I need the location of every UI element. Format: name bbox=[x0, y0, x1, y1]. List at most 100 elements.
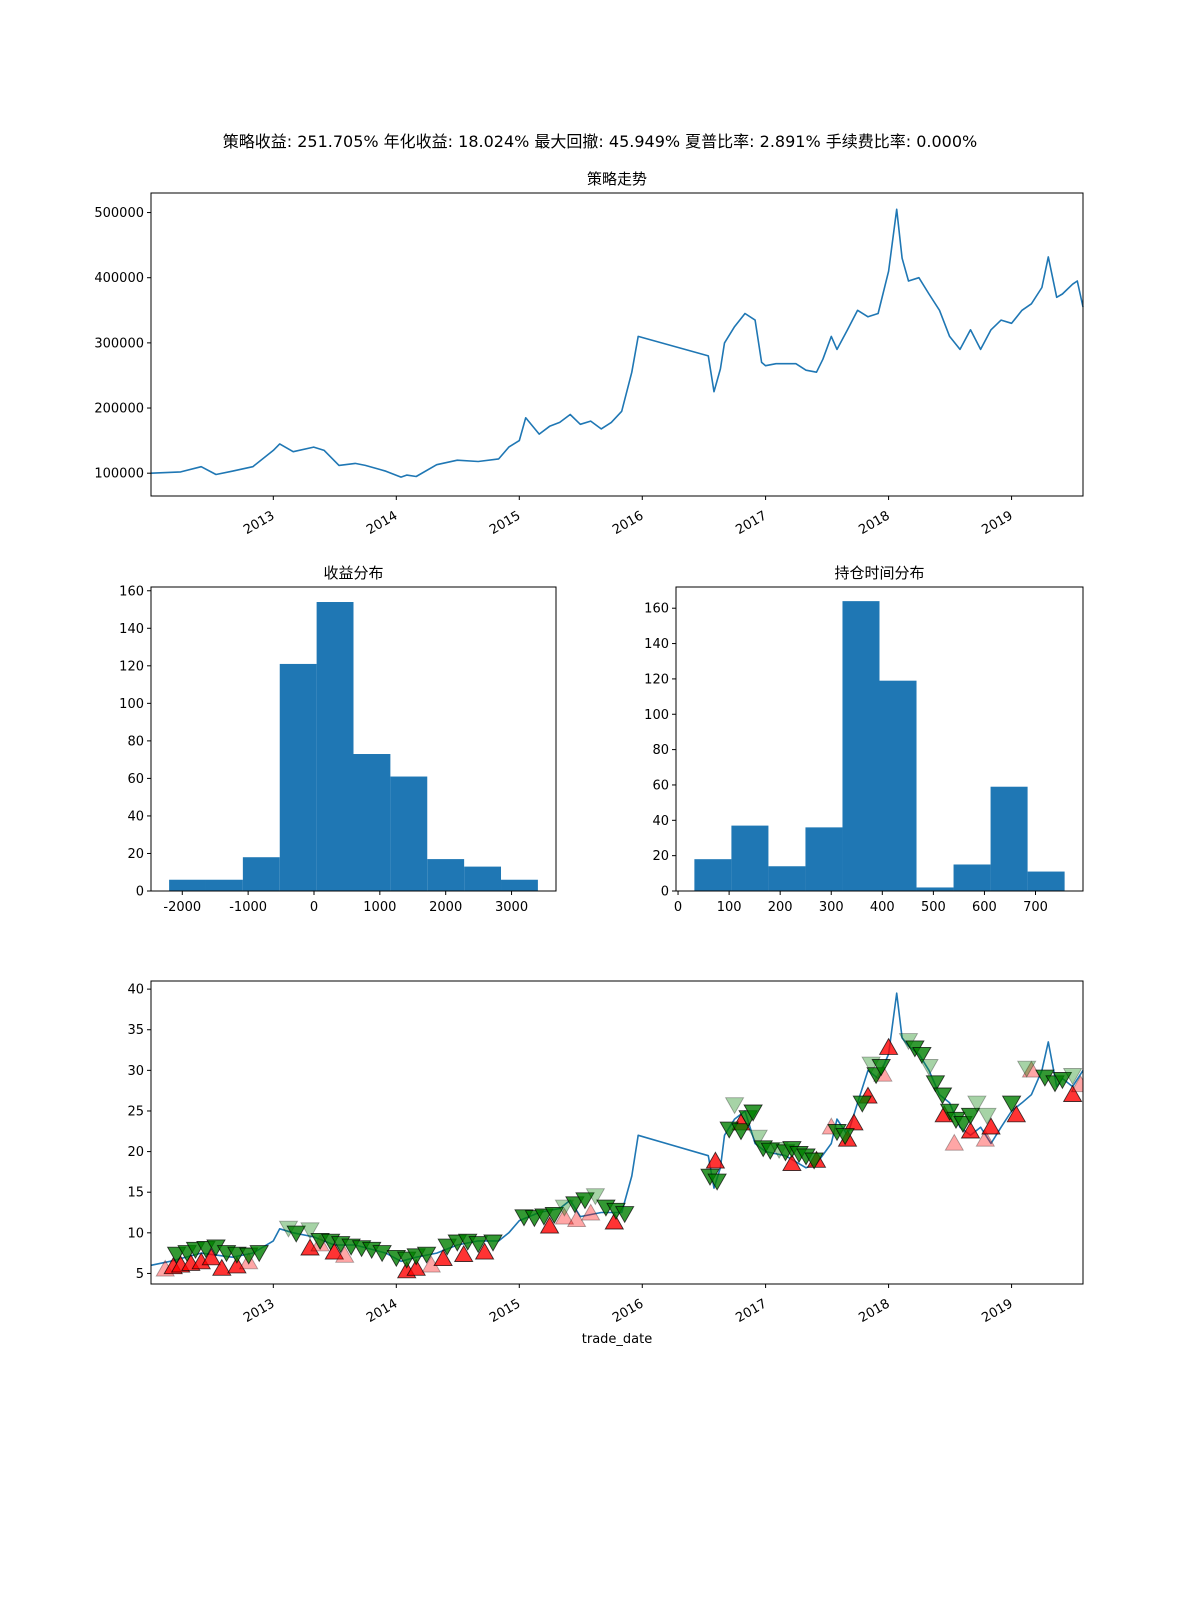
holding-chart-title: 持仓时间分布 bbox=[834, 564, 924, 582]
sell-marker bbox=[932, 1087, 953, 1105]
buy-marker bbox=[566, 1209, 587, 1228]
price-y-tick-label: 30 bbox=[127, 1064, 144, 1079]
holding-y-tick-label: 80 bbox=[652, 743, 669, 758]
buy-marker bbox=[960, 1121, 981, 1139]
sell-marker bbox=[1052, 1072, 1073, 1090]
sell-marker bbox=[614, 1206, 635, 1224]
price-y-tick-label: 25 bbox=[127, 1104, 144, 1119]
buy-marker bbox=[201, 1248, 222, 1266]
sell-marker bbox=[835, 1128, 855, 1146]
returns-y-tick-label: 100 bbox=[119, 697, 144, 712]
equity-y-tick-label: 400000 bbox=[94, 271, 144, 286]
returns-x-tick-label: 0 bbox=[310, 900, 318, 915]
sell-marker bbox=[238, 1247, 259, 1265]
price-x-axis-label: trade_date bbox=[582, 1332, 652, 1347]
returns-bar bbox=[279, 663, 317, 891]
sell-marker bbox=[912, 1046, 932, 1065]
buy-marker bbox=[580, 1203, 601, 1221]
equity-y-tick-label: 500000 bbox=[94, 206, 144, 221]
equity-x-tick-label: 2015 bbox=[487, 508, 523, 538]
returns-x-tick-label: 2000 bbox=[429, 900, 462, 915]
returns-y-tick-label: 140 bbox=[119, 622, 144, 637]
equity-curve-panel: 100000 200000 300000 400000 500000 2013 2014 20… bbox=[94, 170, 1084, 538]
holding-x-tick-label: 600 bbox=[972, 900, 997, 915]
figure-suptitle: 策略收益: 251.705% 年化收益: 18.024% 最大回撤: 45.94… bbox=[222, 132, 978, 151]
buy-marker bbox=[433, 1248, 453, 1267]
holding-bar bbox=[842, 601, 880, 891]
trade-markers bbox=[155, 1033, 1083, 1279]
price-x-tick-label: 2018 bbox=[856, 1296, 892, 1326]
price-x-tick-label: 2015 bbox=[487, 1296, 523, 1326]
returns-chart-title: 收益分布 bbox=[323, 564, 383, 582]
buy-marker bbox=[782, 1153, 802, 1171]
price-trade-panel: 5 10 15 20 25 30 35 40 2013 2014 2015 2016 2017 2018 2… bbox=[127, 980, 1084, 1347]
holding-y-tick-label: 60 bbox=[652, 778, 669, 793]
buy-marker bbox=[844, 1113, 864, 1131]
price-x-tick-label: 2014 bbox=[364, 1296, 400, 1326]
buy-marker bbox=[453, 1244, 474, 1262]
equity-x-tick-label: 2019 bbox=[979, 508, 1015, 538]
holding-x-tick-label: 0 bbox=[674, 900, 682, 915]
returns-x-tick-label: 3000 bbox=[495, 900, 528, 915]
sell-marker bbox=[960, 1107, 981, 1125]
price-y-tick-label: 20 bbox=[127, 1145, 144, 1160]
sell-marker bbox=[743, 1104, 763, 1122]
holding-x-tick-label: 200 bbox=[768, 900, 793, 915]
price-y-tick-label: 15 bbox=[127, 1186, 144, 1201]
equity-x-tick-label: 2016 bbox=[610, 508, 646, 538]
equity-series-line bbox=[150, 208, 1084, 478]
buy-marker bbox=[981, 1117, 1001, 1135]
returns-bar bbox=[169, 879, 206, 891]
buy-marker bbox=[406, 1258, 426, 1276]
returns-bar bbox=[427, 859, 465, 891]
returns-y-tick-label: 40 bbox=[127, 809, 144, 824]
buy-marker bbox=[324, 1242, 345, 1260]
equity-chart-title: 策略走势 bbox=[587, 170, 647, 188]
holding-y-tick-label: 120 bbox=[644, 672, 669, 687]
sell-marker bbox=[953, 1115, 973, 1134]
holding-x-tick-label: 700 bbox=[1023, 900, 1048, 915]
buy-marker bbox=[944, 1133, 965, 1151]
sell-marker bbox=[724, 1097, 745, 1115]
sell-marker bbox=[544, 1206, 565, 1225]
buy-marker bbox=[474, 1242, 495, 1260]
sell-marker bbox=[871, 1059, 891, 1077]
sell-marker bbox=[804, 1152, 824, 1170]
equity-x-tick-label: 2014 bbox=[364, 508, 400, 538]
buy-marker bbox=[554, 1207, 575, 1225]
holding-bar bbox=[953, 864, 991, 891]
holding-y-tick-label: 20 bbox=[652, 849, 669, 864]
price-x-tick-label: 2019 bbox=[979, 1296, 1015, 1326]
sell-marker bbox=[585, 1188, 606, 1206]
returns-bar bbox=[205, 879, 243, 891]
returns-bar bbox=[316, 602, 354, 891]
holding-bar bbox=[1027, 871, 1065, 891]
holding-y-tick-label: 0 bbox=[661, 885, 669, 900]
buy-marker bbox=[227, 1256, 247, 1274]
holding-x-tick-label: 500 bbox=[921, 900, 946, 915]
sell-marker bbox=[468, 1236, 488, 1254]
price-y-tick-label: 10 bbox=[127, 1226, 144, 1241]
sell-marker bbox=[565, 1196, 585, 1214]
buy-marker bbox=[975, 1129, 996, 1147]
holding-bar bbox=[694, 859, 732, 891]
returns-y-tick-label: 20 bbox=[127, 847, 144, 862]
holding-x-tick-label: 300 bbox=[819, 900, 844, 915]
equity-y-tick-label: 100000 bbox=[94, 467, 144, 482]
price-x-tick-label: 2013 bbox=[241, 1296, 277, 1326]
equity-y-tick-label: 300000 bbox=[94, 336, 144, 351]
sell-marker bbox=[967, 1095, 987, 1113]
returns-bar bbox=[353, 754, 391, 891]
sell-marker bbox=[372, 1245, 392, 1263]
sell-marker bbox=[760, 1142, 781, 1160]
holding-x-tick-label: 100 bbox=[717, 900, 742, 915]
sell-marker bbox=[575, 1192, 595, 1210]
holding-x-tick-label: 400 bbox=[870, 900, 895, 915]
buy-marker bbox=[334, 1245, 355, 1263]
holding-y-tick-label: 140 bbox=[644, 637, 669, 652]
buy-marker bbox=[1070, 1075, 1083, 1093]
sell-marker bbox=[748, 1129, 768, 1147]
returns-y-tick-label: 60 bbox=[127, 772, 144, 787]
sell-marker bbox=[1062, 1068, 1083, 1086]
